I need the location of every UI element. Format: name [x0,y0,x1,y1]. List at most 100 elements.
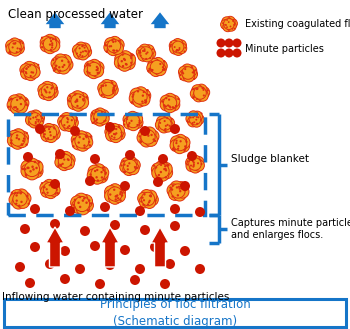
Circle shape [54,182,56,184]
Circle shape [217,38,225,47]
Circle shape [7,106,10,108]
Circle shape [186,160,197,172]
Circle shape [160,115,172,126]
Circle shape [154,199,157,202]
Circle shape [93,117,95,120]
Circle shape [26,132,28,134]
Circle shape [118,40,120,42]
Circle shape [150,70,153,72]
Circle shape [28,203,30,205]
Circle shape [90,154,100,164]
Circle shape [76,201,90,215]
Circle shape [140,200,142,203]
Circle shape [170,127,172,129]
Circle shape [194,115,196,117]
Circle shape [127,125,130,127]
Circle shape [127,165,129,167]
Circle shape [137,93,150,106]
Circle shape [114,128,116,130]
Circle shape [163,120,166,122]
Circle shape [61,115,75,129]
Circle shape [233,24,235,26]
Circle shape [183,149,186,151]
Circle shape [149,194,152,196]
Circle shape [167,124,169,126]
Circle shape [162,121,174,132]
Circle shape [8,52,10,54]
Circle shape [96,176,98,178]
Circle shape [82,138,85,140]
Circle shape [137,131,150,144]
Circle shape [193,70,195,72]
Circle shape [123,58,125,60]
Circle shape [25,68,37,81]
Circle shape [186,141,188,143]
Circle shape [26,99,28,101]
Circle shape [153,177,163,187]
Circle shape [55,58,57,60]
Circle shape [86,96,88,98]
Circle shape [58,159,70,171]
Circle shape [143,199,145,201]
Circle shape [184,188,187,190]
Circle shape [160,164,162,166]
Circle shape [232,48,241,58]
Circle shape [121,191,124,194]
Circle shape [115,195,118,197]
Circle shape [71,133,84,146]
Circle shape [57,165,60,167]
Circle shape [48,36,60,48]
Circle shape [42,192,44,194]
Circle shape [53,67,56,69]
Circle shape [162,66,164,68]
Circle shape [228,18,237,28]
Circle shape [83,144,86,147]
Circle shape [45,91,48,93]
Circle shape [80,46,92,58]
Circle shape [113,128,125,140]
Circle shape [182,64,193,75]
Circle shape [114,198,117,201]
Circle shape [12,129,25,142]
Circle shape [163,104,166,106]
Circle shape [56,157,59,159]
Circle shape [8,95,21,108]
Circle shape [105,171,107,174]
Circle shape [44,133,46,135]
Circle shape [168,98,170,101]
Circle shape [170,181,183,194]
Circle shape [82,51,84,53]
Circle shape [22,139,25,142]
Circle shape [69,100,71,102]
Circle shape [197,90,208,101]
Circle shape [72,137,85,150]
Circle shape [224,38,233,47]
Circle shape [224,48,233,58]
Circle shape [176,49,178,51]
Circle shape [41,130,53,141]
Circle shape [192,71,194,73]
Circle shape [79,206,82,208]
Circle shape [172,195,174,198]
Circle shape [97,69,99,71]
Circle shape [75,100,78,102]
Circle shape [15,194,18,197]
Circle shape [21,67,33,79]
Circle shape [190,158,192,160]
Circle shape [150,134,153,136]
Circle shape [68,125,70,127]
FancyArrow shape [149,11,171,29]
Circle shape [196,123,198,125]
Circle shape [23,64,37,78]
Circle shape [112,92,114,94]
Circle shape [41,84,55,98]
Circle shape [152,163,164,176]
Circle shape [80,198,93,212]
Circle shape [109,193,111,196]
Circle shape [196,88,198,90]
Circle shape [121,194,123,197]
Circle shape [88,199,90,202]
Circle shape [91,167,105,181]
Circle shape [71,200,85,214]
Circle shape [150,242,160,252]
